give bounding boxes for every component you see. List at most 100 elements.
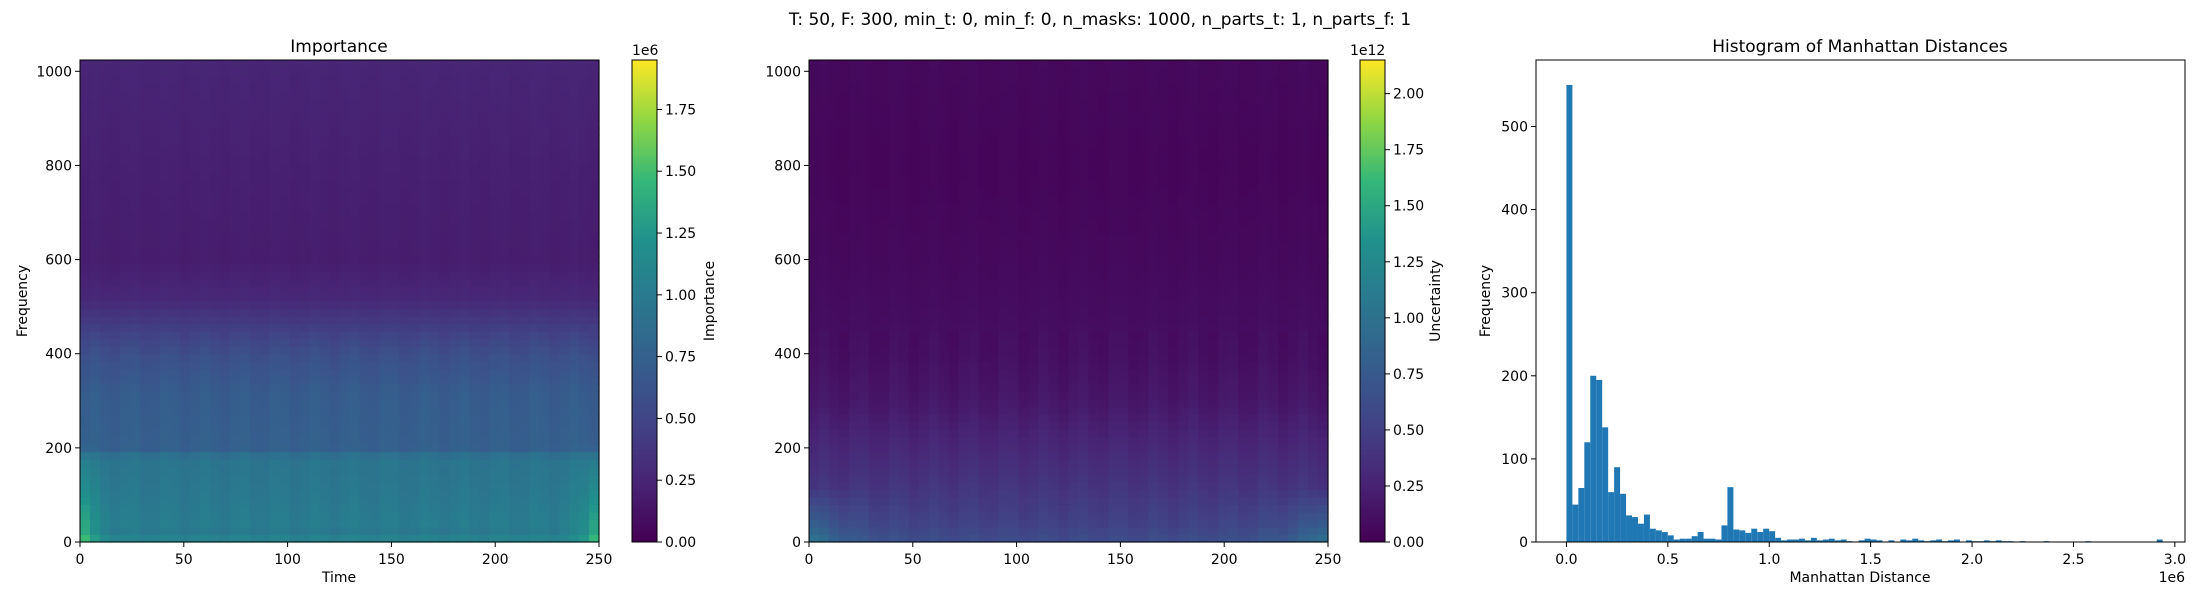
y-tick-label: 600: [45, 253, 72, 269]
heatmap-cell: [1048, 368, 1060, 377]
heatmap-cell: [529, 75, 540, 84]
heatmap-cell: [1148, 308, 1159, 317]
heatmap-cell: [99, 142, 111, 151]
heatmap-cell: [1258, 519, 1269, 528]
heatmap-cell: [1158, 534, 1169, 543]
heatmap-cell: [549, 75, 560, 84]
heatmap-cell: [409, 142, 420, 151]
heatmap-cell: [369, 519, 381, 528]
heatmap-cell: [279, 82, 291, 91]
heatmap-cell: [1188, 368, 1199, 377]
heatmap-cell: [209, 127, 221, 136]
heatmap-cell: [329, 203, 341, 212]
heatmap-cell: [908, 331, 920, 340]
heatmap-cell: [279, 391, 291, 400]
heatmap-cell: [1028, 481, 1040, 490]
heatmap-cell: [419, 172, 430, 182]
heatmap-cell: [928, 429, 940, 438]
heatmap-cell: [80, 285, 91, 295]
heatmap-cell: [998, 383, 1010, 392]
heatmap-cell: [80, 263, 91, 272]
heatmap-cell: [1278, 526, 1289, 536]
heatmap-cell: [409, 466, 420, 475]
heatmap-cell: [259, 429, 271, 438]
heatmap-cell: [1318, 398, 1329, 408]
heatmap-cell: [1238, 526, 1249, 536]
heatmap-cell: [129, 526, 141, 536]
heatmap-cell: [569, 444, 580, 453]
heatmap-cell: [279, 248, 291, 257]
heatmap-cell: [1258, 376, 1269, 385]
heatmap-cell: [229, 398, 241, 408]
heatmap-cell: [1128, 308, 1139, 317]
heatmap-cell: [379, 97, 390, 106]
heatmap-cell: [1028, 368, 1040, 377]
heatmap-cell: [529, 293, 540, 302]
heatmap-cell: [219, 165, 231, 174]
heatmap-cell: [948, 451, 960, 460]
heatmap-cell: [1168, 308, 1179, 317]
heatmap-cell: [499, 413, 510, 423]
heatmap-cell: [319, 105, 331, 114]
heatmap-cell: [589, 353, 600, 362]
heatmap-cell: [838, 368, 850, 377]
heatmap-cell: [369, 398, 381, 408]
heatmap-cell: [1058, 331, 1070, 340]
heatmap-cell: [459, 406, 470, 415]
heatmap-cell: [159, 346, 171, 355]
heatmap-cell: [559, 391, 570, 400]
heatmap-cell: [499, 278, 510, 287]
y-tick-label: 0: [63, 535, 72, 551]
heatmap-cell: [219, 90, 231, 99]
heatmap-cell: [1058, 429, 1070, 438]
heatmap-cell: [99, 172, 111, 182]
heatmap-cell: [129, 150, 141, 159]
heatmap-cell: [229, 172, 241, 182]
heatmap-cell: [519, 60, 530, 69]
heatmap-cell: [469, 195, 480, 204]
heatmap-cell: [349, 240, 361, 249]
heatmap-cell: [988, 308, 1000, 317]
heatmap-cell: [838, 316, 850, 325]
heatmap-cell: [1048, 451, 1060, 460]
heatmap-cell: [1008, 429, 1020, 438]
heatmap-cell: [569, 240, 580, 249]
heatmap-cell: [1308, 534, 1319, 543]
heatmap-cell: [1148, 466, 1159, 475]
heatmap-cell: [529, 316, 540, 325]
heatmap-cell: [1278, 346, 1289, 355]
heatmap-cell: [898, 489, 910, 498]
heatmap-cell: [1028, 474, 1040, 483]
heatmap-cell: [399, 248, 410, 257]
heatmap-cell: [499, 240, 510, 249]
heatmap-cell: [549, 519, 560, 528]
heatmap-cell: [818, 436, 830, 445]
heatmap-cell: [269, 195, 281, 204]
heatmap-cell: [209, 338, 221, 347]
heatmap-cell: [499, 120, 510, 129]
heatmap-cell: [349, 225, 361, 234]
heatmap-cell: [129, 353, 141, 362]
heatmap-cell: [898, 413, 910, 423]
heatmap-cell: [80, 142, 91, 151]
heatmap-cell: [499, 496, 510, 505]
heatmap-cell: [559, 82, 570, 91]
heatmap-cell: [329, 97, 341, 106]
heatmap-cell: [1088, 421, 1100, 430]
heatmap-cell: [179, 444, 191, 453]
heatmap-cell: [1298, 346, 1309, 355]
heatmap-cell: [299, 331, 311, 340]
heatmap-cell: [489, 429, 500, 438]
heatmap-cell: [399, 293, 410, 302]
heatmap-cell: [469, 398, 480, 408]
heatmap-cell: [399, 519, 410, 528]
heatmap-cell: [309, 293, 321, 302]
heatmap-cell: [339, 421, 351, 430]
heatmap-cell: [529, 474, 540, 483]
heatmap-cell: [419, 263, 430, 272]
heatmap-cell: [119, 444, 131, 453]
heatmap-cell: [938, 496, 950, 505]
heatmap-cell: [119, 203, 131, 212]
heatmap-cell: [1288, 391, 1299, 400]
heatmap-cell: [299, 203, 311, 212]
